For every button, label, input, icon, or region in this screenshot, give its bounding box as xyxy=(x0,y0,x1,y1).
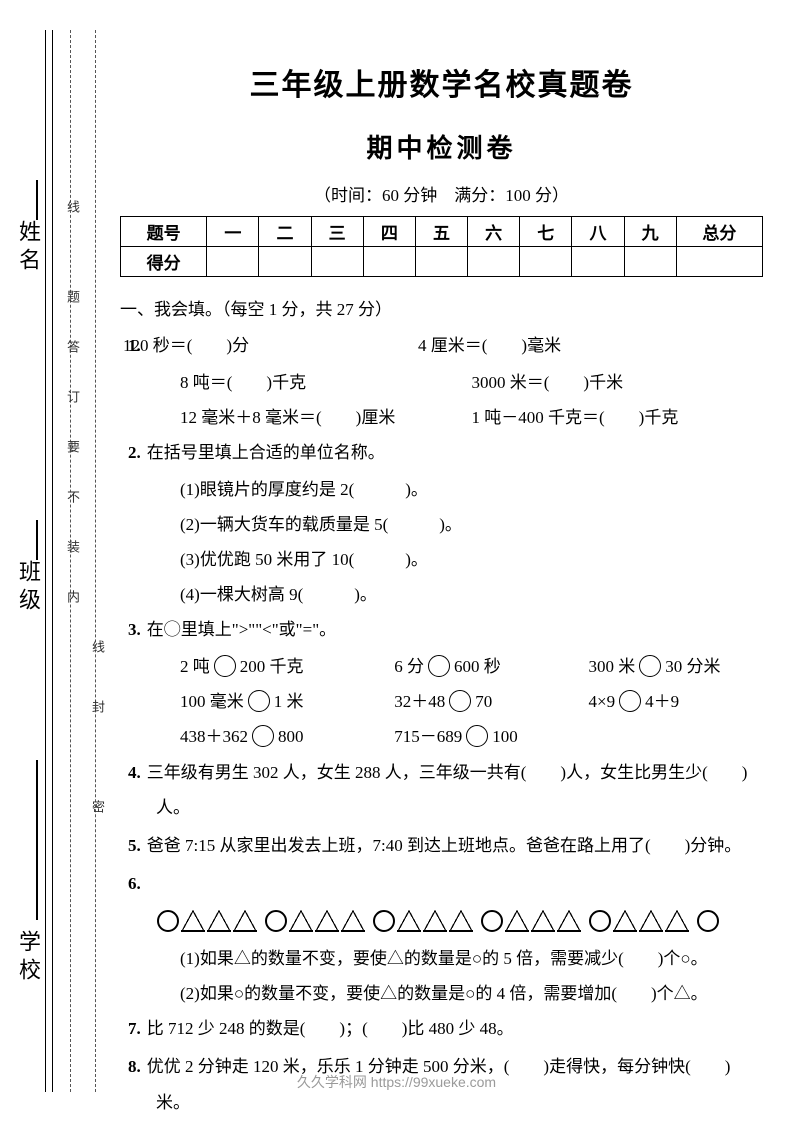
binding-gutter: 姓名 班级 学校 线 题 答 订 要 不 装 内 线 封 密 xyxy=(0,0,110,1122)
page-title: 三年级上册数学名校真题卷 xyxy=(120,60,763,104)
page-subtitle: 期中检测卷 xyxy=(120,128,763,165)
exam-meta: （时间：60 分钟 满分：100 分） xyxy=(120,181,763,206)
score-header-row: 题号 一 二 三 四 五 六 七 八 九 总分 xyxy=(121,217,763,247)
shape-pattern xyxy=(120,903,763,941)
question-2: 2.在括号里填上合适的单位名称。 xyxy=(120,435,763,471)
gutter-label-school: 学校 xyxy=(12,930,44,986)
question-7: 7.比 712 少 248 的数是( )；( )比 480 少 48。 xyxy=(120,1011,763,1047)
gutter-label-name: 姓名 xyxy=(12,220,44,276)
question-4: 4.三年级有男生 302 人，女生 288 人，三年级一共有( )人，女生比男生… xyxy=(120,755,763,826)
question-1: 1. 120 秒＝( )分 4 厘米＝( )毫米 xyxy=(120,328,763,364)
score-value-row: 得分 xyxy=(121,247,763,277)
question-6: 6. xyxy=(120,866,763,902)
footer-watermark: 久久学科网 https://99xueke.com xyxy=(0,1072,793,1092)
question-3: 3.在◯里填上">""<"或"="。 xyxy=(120,612,763,648)
score-table: 题号 一 二 三 四 五 六 七 八 九 总分 得分 xyxy=(120,216,763,277)
gutter-label-class: 班级 xyxy=(12,560,44,616)
question-5: 5.爸爸 7:15 从家里出发去上班，7:40 到达上班地点。爸爸在路上用了( … xyxy=(120,828,763,864)
section-1-head: 一、我会填。（每空 1 分，共 27 分） xyxy=(120,295,763,320)
